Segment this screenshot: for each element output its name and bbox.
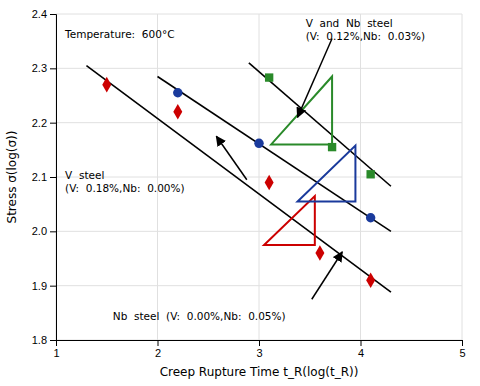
point	[173, 88, 182, 97]
trend-line	[249, 63, 391, 186]
tick-label: 4	[358, 347, 364, 359]
arrow	[312, 252, 342, 299]
tick-label: 2	[155, 347, 161, 359]
x-axis: 1 2 3 4 5	[53, 340, 465, 359]
tick: 2.3	[32, 62, 56, 74]
grid-line	[56, 68, 462, 69]
point	[328, 143, 336, 151]
tick: 2.2	[32, 117, 56, 129]
tick: 1.9	[32, 280, 56, 292]
point	[315, 245, 324, 261]
tick-mark	[50, 177, 56, 178]
tick-label: 1	[53, 347, 59, 359]
point	[265, 175, 274, 191]
tick: 5	[459, 340, 465, 359]
tick: 3	[256, 340, 262, 359]
point	[366, 272, 375, 288]
tick: 1	[53, 340, 59, 359]
arrow	[216, 136, 246, 179]
tick: 4	[358, 340, 364, 359]
axis-line	[57, 341, 463, 347]
point	[265, 73, 273, 81]
tick-label: 1.8	[32, 334, 47, 346]
annotation: Nb steel (V: 0.00%,Nb: 0.05%)	[113, 310, 286, 322]
annotation: (V: 0.12%,Nb: 0.03%)	[306, 30, 426, 42]
tick-mark	[50, 123, 56, 124]
tick-mark	[50, 286, 56, 287]
chart-svg: 1 2 3 4 5 1.8 1.9 2.0 2.1 2.2 2.3 2.4 Creep Rupture …	[0, 0, 480, 386]
annotation: (V: 0.18%,Nb: 0.00%)	[65, 182, 185, 194]
annotation: V and Nb steel	[306, 17, 393, 29]
grid-line	[56, 177, 462, 178]
annotation: Temperature: 600°C	[64, 28, 174, 40]
tick-mark	[462, 340, 463, 346]
point	[366, 213, 375, 222]
point	[173, 104, 182, 120]
y-axis: 1.8 1.9 2.0 2.1 2.2 2.3 2.4	[32, 8, 57, 346]
tick-mark	[158, 340, 159, 346]
plot-area	[86, 63, 391, 292]
tick-label: 2.1	[32, 171, 47, 183]
grid	[56, 14, 462, 340]
annotations: Temperature: 600°C V and Nb steel(V: 0.12…	[64, 17, 425, 322]
tick-mark	[259, 340, 260, 346]
point	[366, 170, 374, 178]
y-axis-title: Stress σ(log(σ))	[5, 131, 19, 224]
tick-label: 3	[256, 347, 262, 359]
triangle	[264, 196, 315, 245]
tick-label: 2.0	[32, 225, 47, 237]
grid-line	[56, 231, 462, 232]
tick-label: 5	[459, 347, 465, 359]
tick-mark	[50, 14, 56, 15]
tick: 2.0	[32, 225, 56, 237]
tick-label: 2.4	[32, 8, 47, 20]
chart-container: 1 2 3 4 5 1.8 1.9 2.0 2.1 2.2 2.3 2.4 Creep Rupture …	[0, 0, 480, 386]
tick: 2	[155, 340, 161, 359]
tick-label: 2.2	[32, 117, 47, 129]
grid-line	[56, 14, 462, 15]
tick-mark	[361, 340, 362, 346]
arrow	[298, 38, 333, 117]
trend-line	[86, 66, 391, 293]
tick: 1.8	[32, 334, 56, 346]
axis-line	[50, 15, 57, 341]
tick: 2.1	[32, 171, 56, 183]
tick-label: 1.9	[32, 280, 47, 292]
triangle	[271, 76, 332, 144]
tick-mark	[50, 340, 56, 341]
triangle	[298, 145, 356, 201]
tick-mark	[50, 231, 56, 232]
tick-label: 2.3	[32, 62, 47, 74]
point	[254, 139, 263, 148]
trend-line	[158, 76, 391, 231]
tick: 2.4	[32, 8, 56, 20]
x-axis-title: Creep Rupture Time t_R(log(t_R))	[160, 365, 359, 379]
arrows	[216, 38, 342, 299]
grid-line	[56, 122, 462, 123]
grid-line	[56, 285, 462, 286]
tick-mark	[50, 68, 56, 69]
annotation: V steel	[65, 169, 104, 181]
point	[102, 77, 111, 93]
